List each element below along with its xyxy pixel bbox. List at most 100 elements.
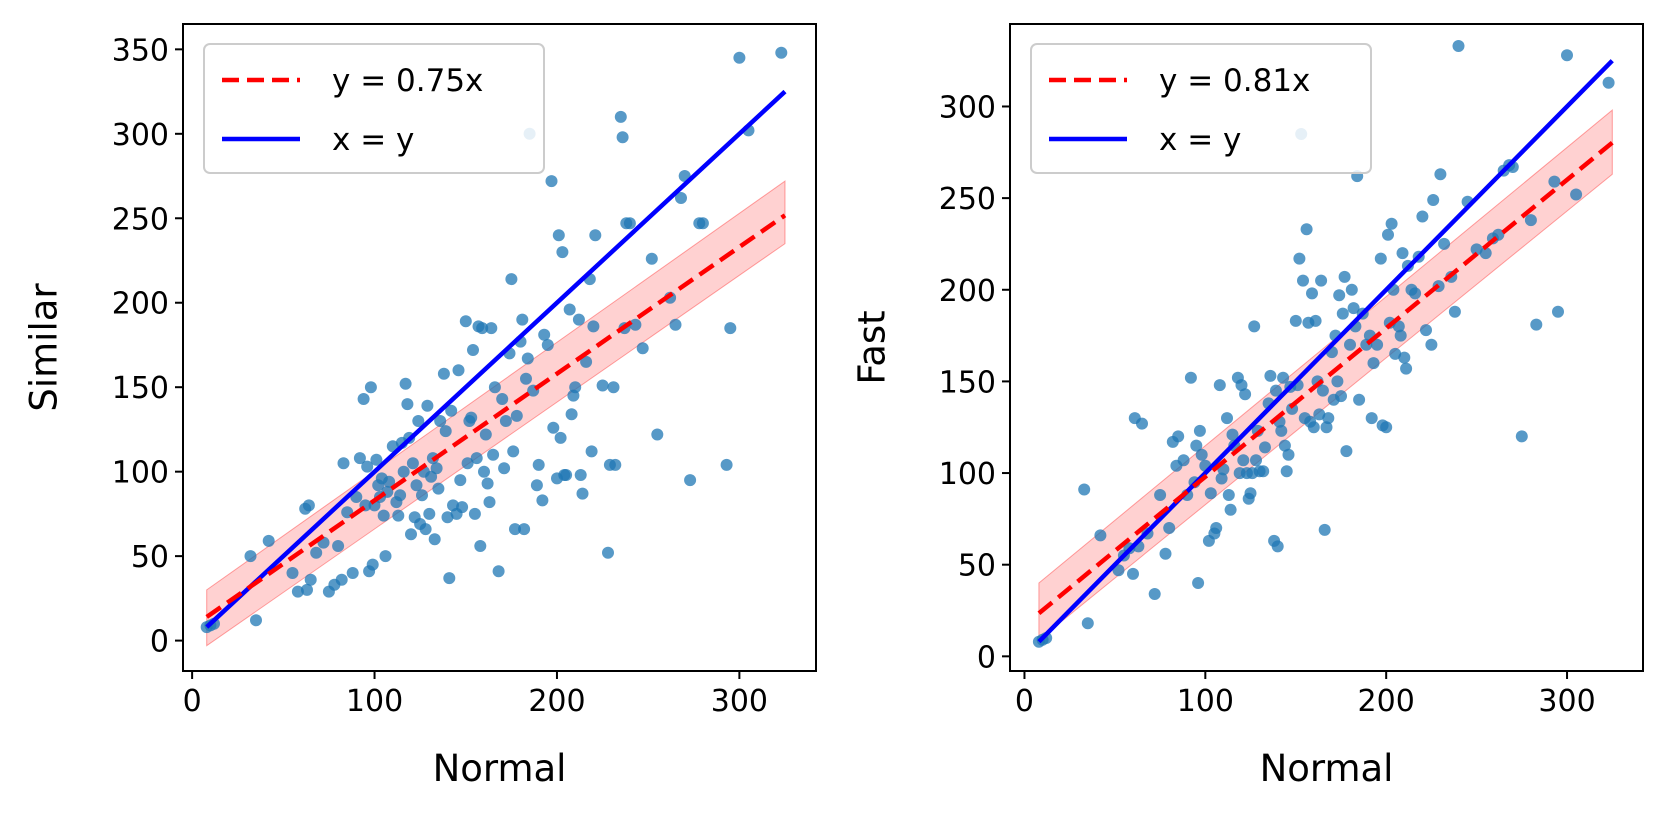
scatter-point	[1264, 369, 1277, 382]
scatter-point	[589, 229, 602, 242]
scatter-point	[1420, 324, 1432, 337]
y-tick-label: 50	[958, 549, 996, 584]
x-tick-label: 200	[1358, 684, 1415, 719]
y-tick-label: 200	[112, 287, 169, 322]
scatter-point	[1385, 217, 1398, 230]
scatter-point	[530, 479, 543, 492]
scatter-point	[1309, 314, 1322, 327]
scatter-point	[481, 477, 494, 490]
scatter-point	[1335, 390, 1347, 403]
y-tick-label: 150	[939, 365, 996, 400]
scatter-point	[1548, 175, 1561, 188]
right-scatter-panel: 0 100 200 300 0 50 100 150 200 250 300 Normal Fast y …	[851, 23, 1644, 790]
y-tick-label: 250	[112, 202, 169, 237]
scatter-point	[401, 398, 414, 411]
x-axis-label: Normal	[433, 747, 567, 790]
scatter-point	[1425, 338, 1438, 351]
scatter-point	[720, 458, 733, 471]
scatter-point	[443, 572, 456, 585]
scatter-point	[1163, 522, 1176, 534]
scatter-point	[1479, 247, 1492, 260]
confidence-band	[1038, 109, 1613, 641]
scatter-point	[616, 131, 629, 144]
scatter-point	[1318, 523, 1331, 536]
scatter-point	[587, 320, 600, 333]
scatter-point	[1289, 314, 1302, 327]
scatter-point	[1226, 428, 1239, 441]
scatter-point	[1602, 76, 1615, 89]
scatter-point	[1159, 547, 1172, 560]
identity-line	[205, 89, 787, 629]
scatter-point	[505, 273, 518, 286]
scatter-point	[1398, 351, 1411, 364]
scatter-point	[1315, 274, 1328, 287]
scatter-point	[1239, 388, 1252, 401]
x-axis-label: Normal	[1260, 747, 1394, 790]
x-tick-label: 100	[346, 684, 403, 719]
scatter-point	[1148, 588, 1161, 600]
scatter-point	[1204, 487, 1217, 500]
scatter-point	[437, 367, 450, 380]
scatter-point	[1515, 430, 1528, 443]
scatter-point	[1374, 252, 1387, 265]
scatter-point	[441, 511, 454, 524]
scatter-point	[498, 462, 511, 475]
scatter-point	[1248, 320, 1261, 333]
scatter-point	[1340, 445, 1353, 458]
scatter-point	[724, 322, 737, 335]
scatter-point	[1094, 529, 1107, 542]
scatter-point	[337, 457, 350, 470]
scatter-point	[521, 352, 534, 365]
scatter-point	[1448, 305, 1461, 318]
scatter-point	[364, 381, 377, 394]
scatter-point	[556, 246, 569, 259]
scatter-point	[346, 567, 359, 579]
scatter-point	[1244, 487, 1257, 500]
scatter-point	[302, 499, 315, 512]
scatter-point	[1524, 214, 1537, 227]
scatter-point	[406, 457, 419, 470]
scatter-point	[1382, 228, 1394, 241]
scatter-point	[452, 364, 465, 377]
scatter-point	[1307, 421, 1320, 434]
legend: y = 0.75x x = y	[203, 43, 545, 174]
scatter-point	[1416, 210, 1429, 223]
scatter-point	[623, 217, 636, 230]
scatter-point	[383, 475, 396, 488]
x-tick-label: 300	[1538, 684, 1595, 719]
y-axis-label: Fast	[851, 310, 894, 384]
scatter-point	[419, 523, 432, 536]
scatter-point	[1250, 454, 1262, 467]
x-tick-label: 100	[1177, 684, 1234, 719]
scatter-point	[1213, 379, 1226, 392]
legend: y = 0.81x x = y	[1030, 43, 1372, 174]
scatter-point	[485, 322, 498, 335]
scatter-point	[459, 315, 472, 328]
scatter-point	[1552, 305, 1564, 318]
scatter-point	[1259, 441, 1271, 454]
scatter-point	[1452, 40, 1465, 52]
scatter-point	[563, 303, 576, 316]
scatter-point	[1338, 270, 1351, 283]
scatter-point	[1434, 168, 1447, 181]
scatter-point	[629, 318, 642, 331]
scatter-point	[1427, 194, 1440, 206]
scatter-point	[1367, 357, 1380, 370]
scatter-point	[607, 381, 620, 394]
scatter-point	[1078, 483, 1091, 496]
y-tick-label: 0	[977, 640, 996, 675]
scatter-point	[468, 507, 481, 520]
scatter-point	[1275, 424, 1288, 437]
scatter-point	[439, 425, 452, 438]
scatter-point	[470, 452, 483, 465]
scatter-point	[478, 465, 490, 478]
y-axis-label: Similar	[23, 283, 66, 412]
y-tick-label: 300	[112, 118, 169, 153]
scatter-point	[1237, 454, 1250, 467]
scatter-point	[1400, 362, 1413, 375]
scatter-point	[585, 445, 598, 458]
scatter-point	[423, 507, 436, 520]
scatter-point	[636, 342, 649, 355]
scatter-point	[1470, 243, 1483, 256]
scatter-point	[1193, 424, 1206, 437]
